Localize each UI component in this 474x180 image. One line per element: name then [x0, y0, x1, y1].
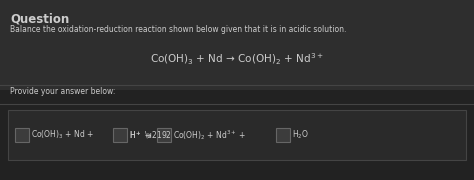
Text: H$_2$O: H$_2$O	[292, 129, 309, 141]
Text: Co(OH)$_2$ + Nd$^{3+}$ +: Co(OH)$_2$ + Nd$^{3+}$ +	[173, 128, 246, 142]
Bar	[276, 128, 290, 142]
Bar	[0, 90, 474, 180]
Bar	[113, 128, 127, 142]
Text: H$^+$ →: H$^+$ →	[129, 129, 152, 141]
Text: Provide your answer below:: Provide your answer below:	[10, 87, 115, 96]
Bar	[8, 110, 466, 160]
Bar	[15, 128, 29, 142]
Text: H$^+$ \u2192: H$^+$ \u2192	[129, 129, 172, 141]
Bar	[157, 128, 171, 142]
Text: Co(OH)$_3$ + Nd → Co(OH)$_2$ + Nd$^{3+}$: Co(OH)$_3$ + Nd → Co(OH)$_2$ + Nd$^{3+}$	[150, 52, 324, 67]
Text: Co(OH)$_3$ + Nd +: Co(OH)$_3$ + Nd +	[31, 129, 94, 141]
Text: Question: Question	[10, 12, 69, 25]
Bar	[0, 0, 474, 90]
Text: Balance the oxidation-reduction reaction shown below given that it is in acidic : Balance the oxidation-reduction reaction…	[10, 25, 346, 34]
